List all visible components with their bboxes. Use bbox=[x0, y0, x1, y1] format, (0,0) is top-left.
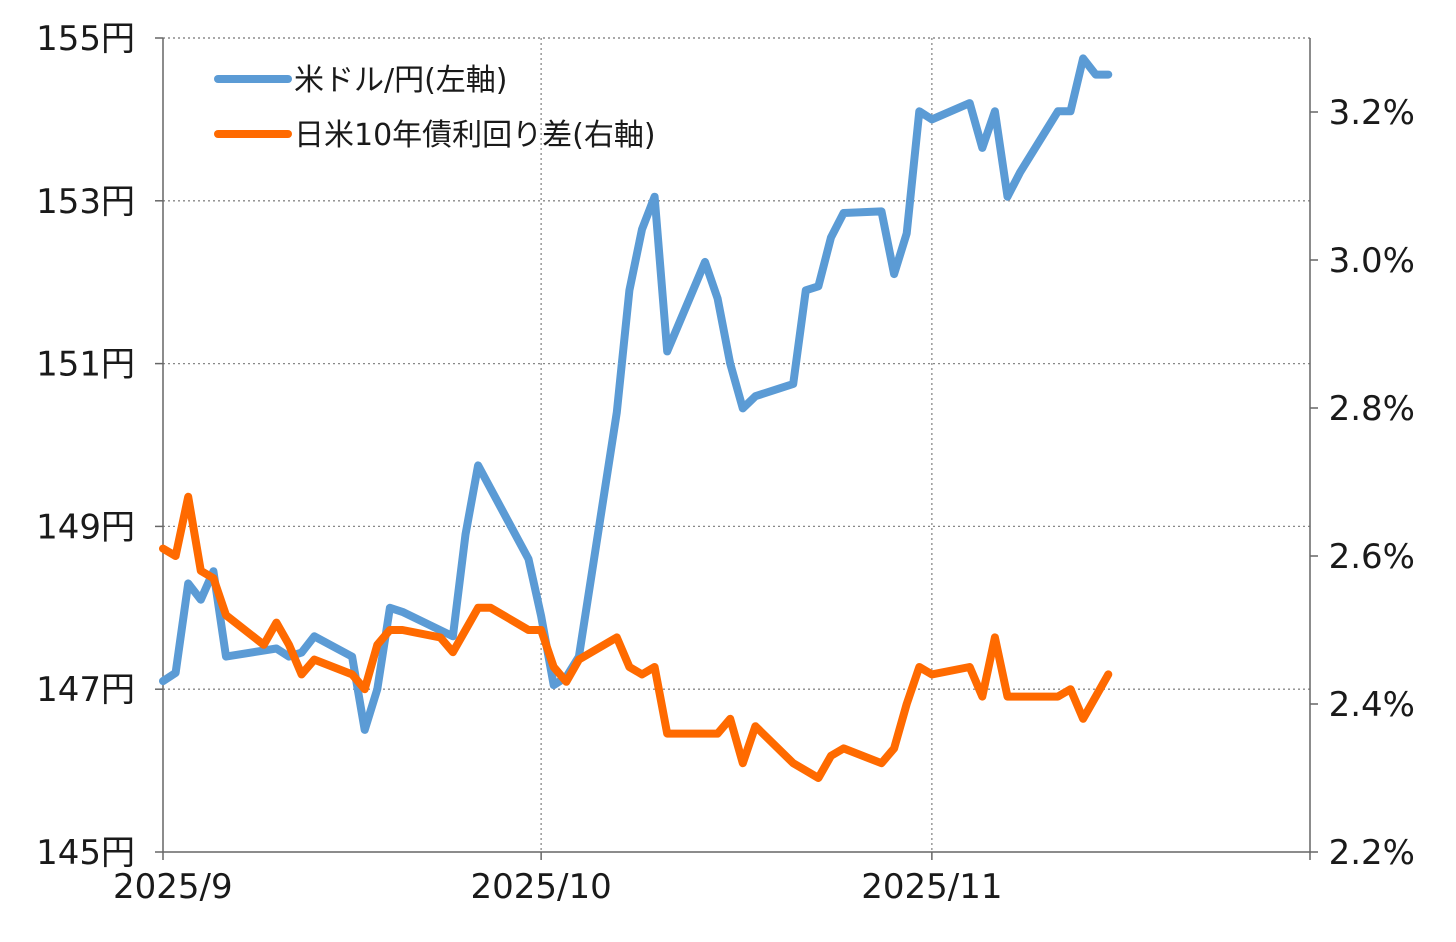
legend-label-yield-spread: 日米10年債利回り差(右軸) bbox=[294, 118, 656, 153]
legend-label-usdjpy: 米ドル/円(左軸) bbox=[294, 63, 508, 98]
right-tick-label: 2.2% bbox=[1329, 833, 1415, 873]
right-tick-label: 3.2% bbox=[1329, 93, 1415, 133]
right-tick-label: 2.8% bbox=[1329, 389, 1415, 429]
left-tick-label: 147円 bbox=[36, 670, 135, 710]
right-tick-label: 3.0% bbox=[1329, 241, 1415, 281]
left-tick-label: 145円 bbox=[36, 833, 135, 873]
x-tick-label: 2025/11 bbox=[861, 867, 1002, 907]
left-tick-label: 149円 bbox=[36, 507, 135, 547]
series-line-usdjpy bbox=[159, 54, 1113, 734]
left-tick-label: 155円 bbox=[36, 19, 135, 59]
x-tick-label: 2025/10 bbox=[471, 867, 612, 907]
right-tick-label: 2.4% bbox=[1329, 685, 1415, 725]
x-axis-ticks: 2025/9 2025/10 2025/11 bbox=[113, 867, 1002, 907]
left-tick-label: 151円 bbox=[36, 345, 135, 385]
right-tick-label: 2.6% bbox=[1329, 537, 1415, 577]
legend: 米ドル/円(左軸) 日米10年債利回り差(右軸) bbox=[214, 63, 656, 153]
right-axis-ticks: 2.2% 2.4% 2.6% 2.8% 3.0% 3.2% bbox=[1329, 93, 1415, 873]
axes bbox=[155, 37, 1318, 860]
series bbox=[159, 54, 1113, 782]
x-tick-label: 2025/9 bbox=[113, 867, 233, 907]
left-axis-ticks: 145円 147円 149円 151円 153円 155円 bbox=[36, 19, 135, 873]
series-line-yield-spread bbox=[159, 492, 1113, 782]
gridlines bbox=[163, 37, 1310, 852]
left-tick-label: 153円 bbox=[36, 182, 135, 222]
